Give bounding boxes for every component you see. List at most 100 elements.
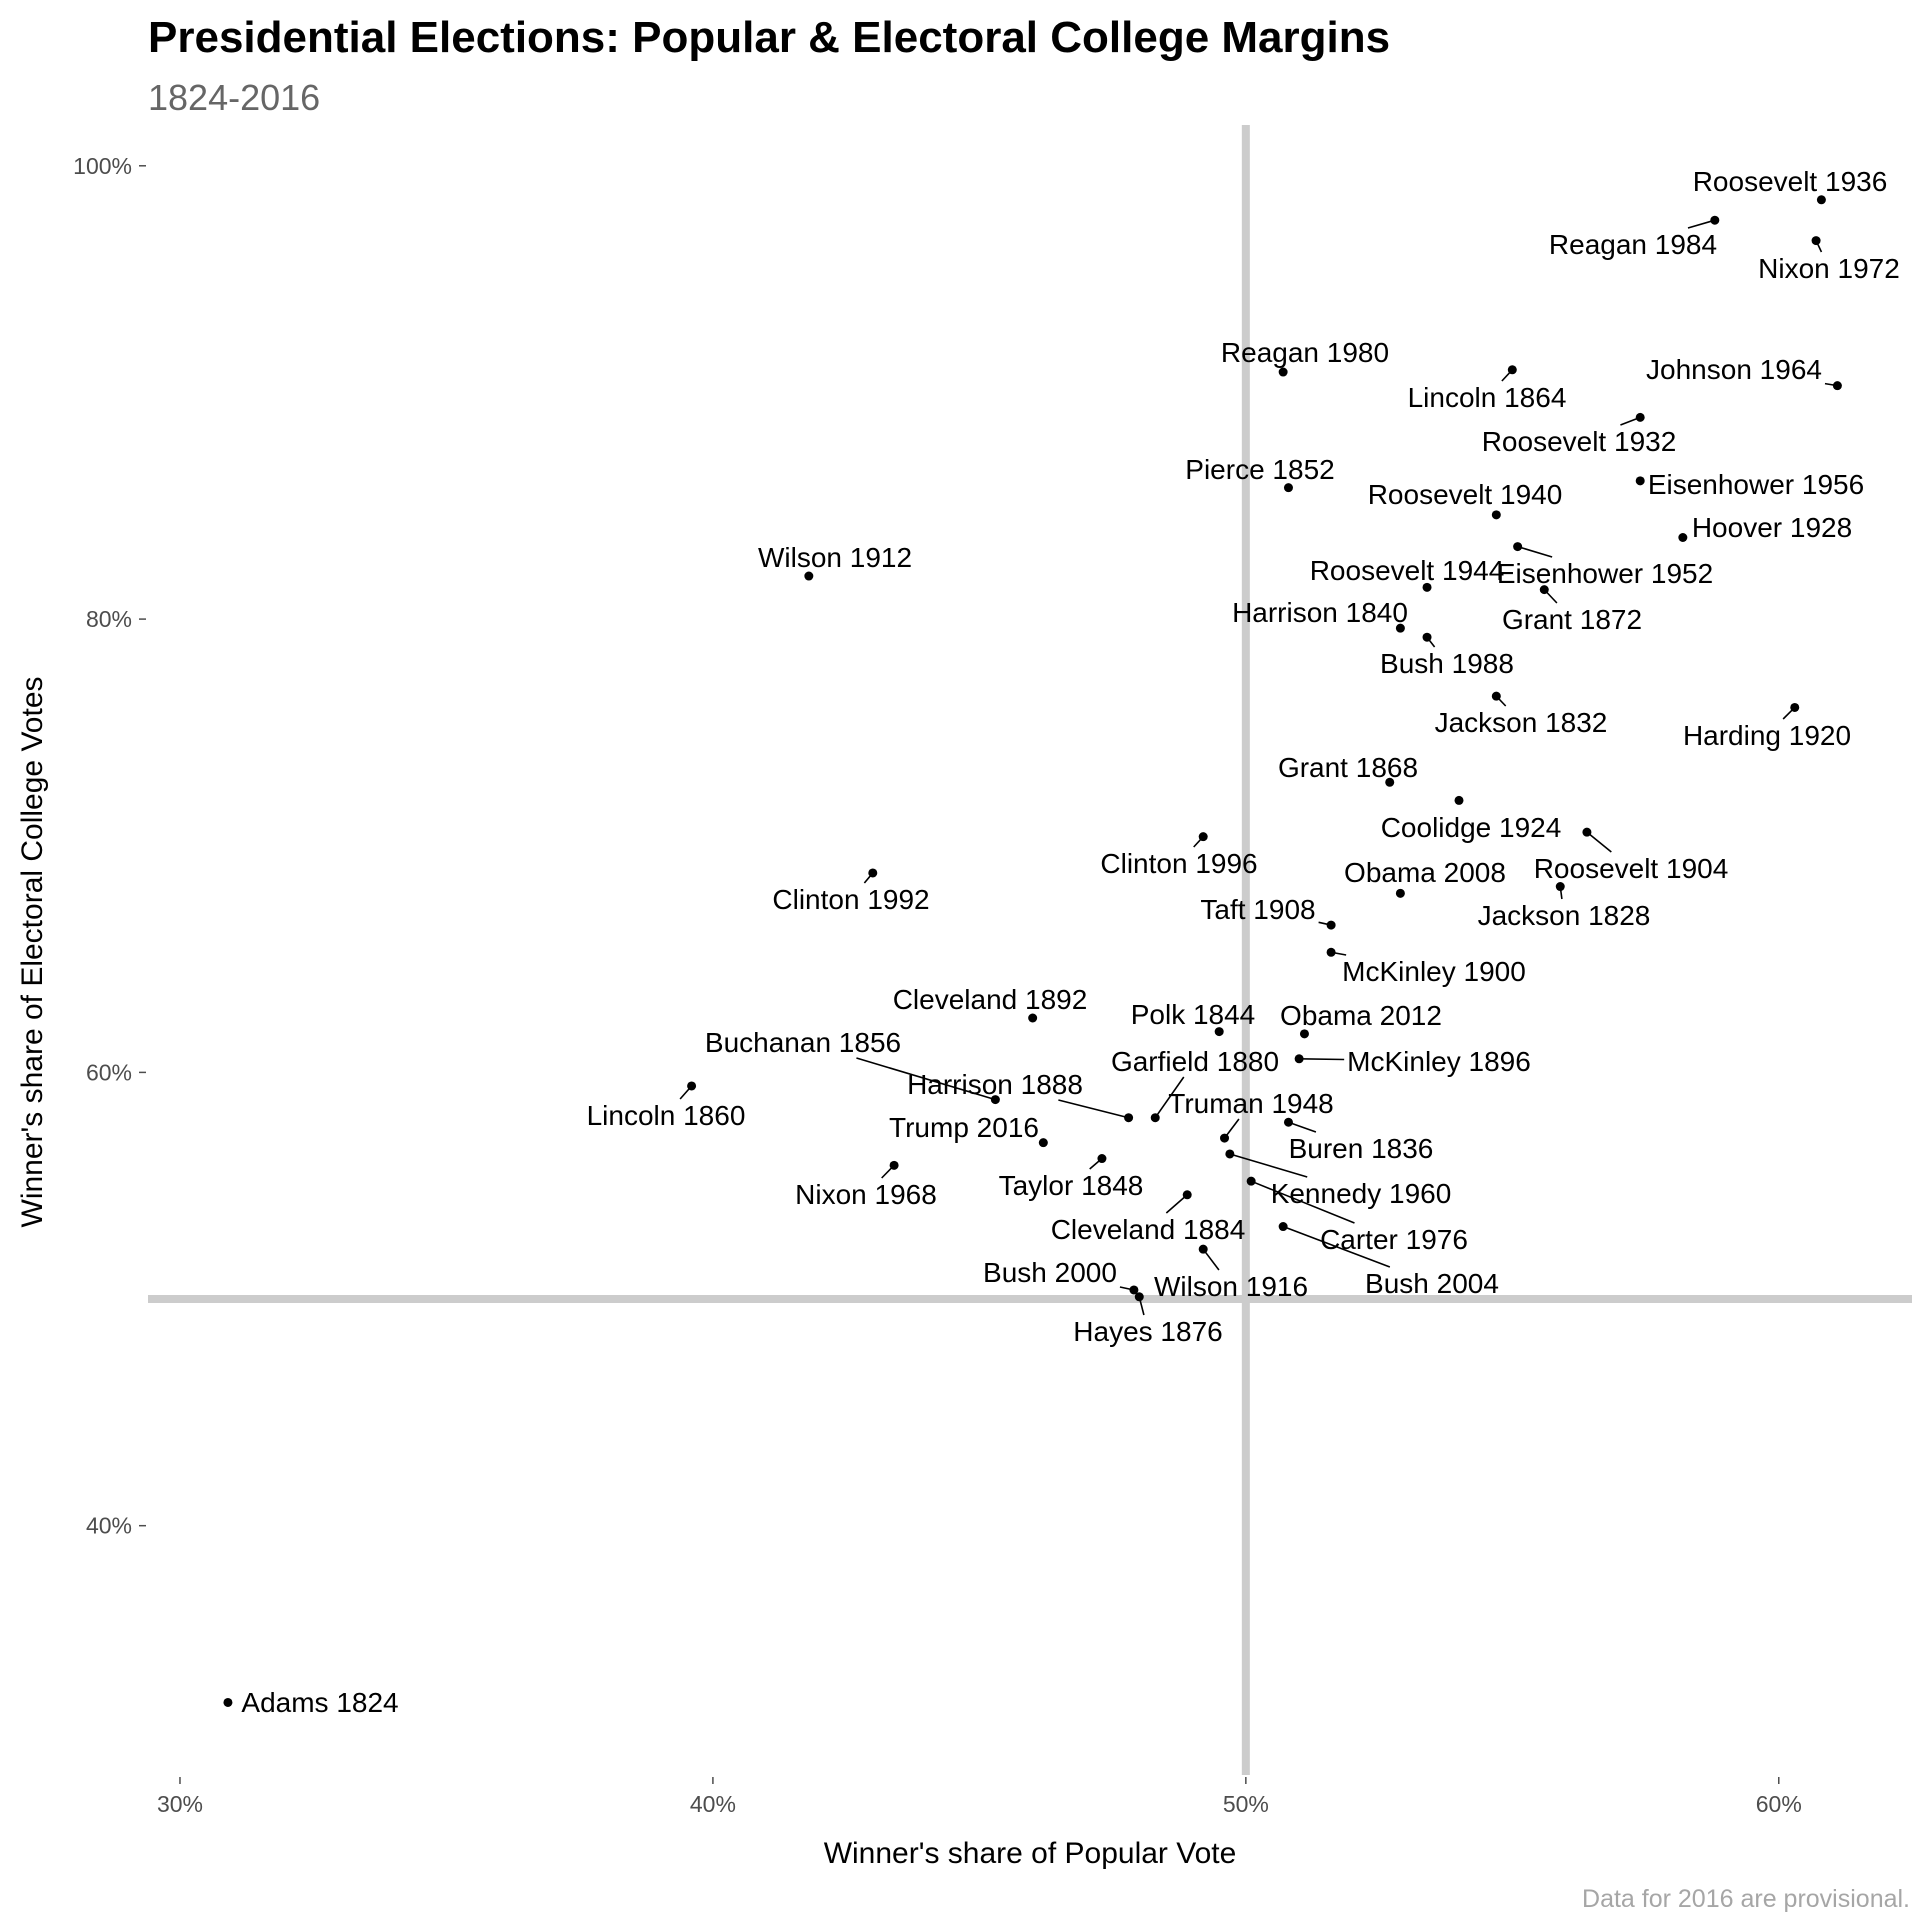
y-axis-title: Winner's share of Electoral College Vote… xyxy=(16,676,49,1227)
point-jackson-1832 xyxy=(1491,691,1501,701)
point-label-wilson-1916: Wilson 1916 xyxy=(1154,1271,1308,1302)
point-label-hoover-1928: Hoover 1928 xyxy=(1692,512,1852,543)
point-bush-2004 xyxy=(1278,1222,1288,1232)
point-roosevelt-1936 xyxy=(1816,195,1826,205)
point-bush-2000 xyxy=(1129,1285,1139,1295)
x-tick-label: 40% xyxy=(690,1791,736,1817)
point-label-carter-1976: Carter 1976 xyxy=(1320,1224,1468,1255)
point-label-eisenhower-1952: Eisenhower 1952 xyxy=(1497,558,1713,589)
point-wilson-1912 xyxy=(804,571,814,581)
point-adams-1824 xyxy=(223,1697,233,1707)
data-labels: Adams 1824 Jackson 1828 Jackson 1832 Buren … xyxy=(241,166,1899,1718)
x-tick-label: 60% xyxy=(1756,1791,1802,1817)
leader-line-mckinley-1896 xyxy=(1299,1057,1345,1061)
y-axis: 40% 60% 80% 100% xyxy=(73,153,146,1539)
point-nixon-1968 xyxy=(889,1160,899,1170)
point-mckinley-1896 xyxy=(1294,1054,1304,1064)
y-tick-label: 80% xyxy=(86,606,132,632)
point-harrison-1840 xyxy=(1395,623,1405,633)
point-hayes-1876 xyxy=(1134,1292,1144,1302)
point-taft-1908 xyxy=(1326,920,1336,930)
point-obama-2012 xyxy=(1299,1029,1309,1039)
reference-lines xyxy=(148,125,1912,1775)
x-tick-label: 30% xyxy=(157,1791,203,1817)
leader-line-kennedy-1960 xyxy=(1229,1153,1308,1178)
y-tick-label: 100% xyxy=(73,153,132,179)
point-label-garfield-1880: Garfield 1880 xyxy=(1111,1046,1279,1077)
point-harding-1920 xyxy=(1790,702,1800,712)
point-label-harrison-1840: Harrison 1840 xyxy=(1232,597,1408,628)
point-roosevelt-1932 xyxy=(1635,412,1645,422)
point-label-coolidge-1924: Coolidge 1924 xyxy=(1381,812,1562,843)
point-bush-1988 xyxy=(1422,632,1432,642)
point-label-bush-1988: Bush 1988 xyxy=(1380,648,1514,679)
leader-line-bush-2004 xyxy=(1282,1225,1391,1268)
point-label-wilson-1912: Wilson 1912 xyxy=(758,542,912,573)
point-buchanan-1856 xyxy=(990,1095,1000,1105)
data-points xyxy=(223,195,1842,1707)
point-coolidge-1924 xyxy=(1454,795,1464,805)
point-label-roosevelt-1932: Roosevelt 1932 xyxy=(1482,426,1677,457)
point-label-grant-1872: Grant 1872 xyxy=(1502,604,1642,635)
point-taylor-1848 xyxy=(1097,1154,1107,1164)
leader-line-roosevelt-1904 xyxy=(1586,831,1612,853)
point-label-grant-1868: Grant 1868 xyxy=(1278,752,1418,783)
point-eisenhower-1956 xyxy=(1635,476,1645,486)
point-label-jackson-1828: Jackson 1828 xyxy=(1478,900,1651,931)
point-jackson-1828 xyxy=(1555,882,1565,892)
point-label-roosevelt-1904: Roosevelt 1904 xyxy=(1534,853,1729,884)
point-harrison-1888 xyxy=(1124,1113,1134,1123)
point-roosevelt-1940 xyxy=(1491,510,1501,520)
point-label-bush-2000: Bush 2000 xyxy=(983,1257,1117,1288)
point-label-roosevelt-1936: Roosevelt 1936 xyxy=(1693,166,1888,197)
point-lincoln-1860 xyxy=(687,1081,697,1091)
point-label-buren-1836: Buren 1836 xyxy=(1289,1133,1434,1164)
chart-caption: Data for 2016 are provisional. xyxy=(1582,1885,1910,1913)
point-grant-1868 xyxy=(1385,777,1395,787)
point-label-hayes-1876: Hayes 1876 xyxy=(1073,1316,1222,1347)
leader-line-eisenhower-1952 xyxy=(1517,545,1553,558)
point-clinton-1992 xyxy=(868,868,878,878)
point-label-lincoln-1864: Lincoln 1864 xyxy=(1408,382,1567,413)
point-eisenhower-1952 xyxy=(1513,542,1523,552)
point-carter-1976 xyxy=(1246,1176,1256,1186)
point-label-trump-2016: Trump 2016 xyxy=(889,1112,1039,1143)
leader-line-reagan-1984 xyxy=(1687,219,1716,229)
point-label-nixon-1972: Nixon 1972 xyxy=(1758,253,1900,284)
point-label-harding-1920: Harding 1920 xyxy=(1683,720,1851,751)
point-johnson-1964 xyxy=(1832,381,1842,391)
point-label-obama-2008: Obama 2008 xyxy=(1344,857,1506,888)
point-roosevelt-1944 xyxy=(1422,582,1432,592)
point-label-mckinley-1896: McKinley 1896 xyxy=(1347,1046,1531,1077)
point-label-taft-1908: Taft 1908 xyxy=(1200,894,1315,925)
point-label-johnson-1964: Johnson 1964 xyxy=(1646,354,1822,385)
point-label-polk-1844: Polk 1844 xyxy=(1131,999,1256,1030)
x-tick-label: 50% xyxy=(1223,1791,1269,1817)
y-tick-label: 60% xyxy=(86,1059,132,1085)
point-mckinley-1900 xyxy=(1326,947,1336,957)
point-polk-1844 xyxy=(1214,1027,1224,1037)
point-garfield-1880 xyxy=(1150,1113,1160,1123)
point-cleveland-1892 xyxy=(1028,1013,1038,1023)
point-label-kennedy-1960: Kennedy 1960 xyxy=(1271,1178,1452,1209)
point-label-buchanan-1856: Buchanan 1856 xyxy=(705,1027,901,1058)
point-grant-1872 xyxy=(1539,585,1549,595)
leader-line-harrison-1888 xyxy=(1058,1099,1129,1119)
point-trump-2016 xyxy=(1038,1138,1048,1148)
point-truman-1948 xyxy=(1220,1133,1230,1143)
leader-line-buchanan-1856 xyxy=(856,1057,996,1101)
point-label-obama-2012: Obama 2012 xyxy=(1280,1000,1442,1031)
y-tick-label: 40% xyxy=(86,1513,132,1539)
leader-line-garfield-1880 xyxy=(1154,1076,1185,1119)
point-wilson-1916 xyxy=(1198,1244,1208,1254)
x-axis-title: Winner's share of Popular Vote xyxy=(824,1837,1237,1870)
point-label-jackson-1832: Jackson 1832 xyxy=(1435,707,1608,738)
point-label-truman-1948: Truman 1948 xyxy=(1168,1088,1334,1119)
point-label-adams-1824: Adams 1824 xyxy=(241,1687,398,1718)
point-label-mckinley-1900: McKinley 1900 xyxy=(1342,956,1526,987)
point-reagan-1980 xyxy=(1278,367,1288,377)
point-label-bush-2004: Bush 2004 xyxy=(1365,1268,1499,1299)
chart-subtitle: 1824-2016 xyxy=(148,77,320,118)
leader-line-buren-1836 xyxy=(1288,1121,1317,1133)
